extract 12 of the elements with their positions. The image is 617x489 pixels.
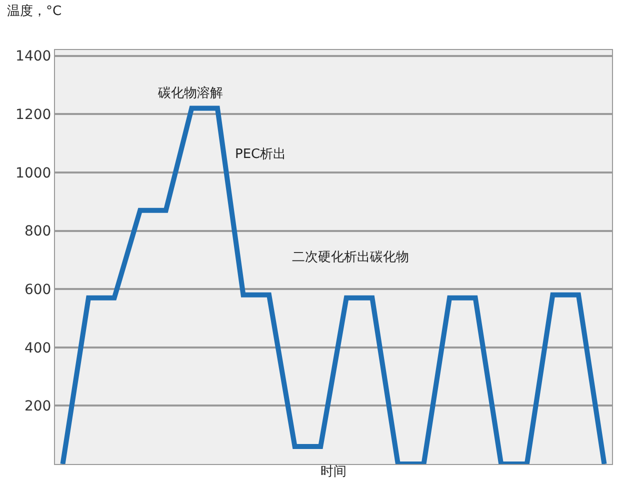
x-axis-title: 时间	[320, 464, 346, 480]
y-tick-label: 1400	[16, 48, 52, 65]
y-tick-label: 800	[24, 224, 52, 240]
y-tick-label: 400	[24, 340, 52, 356]
y-tick-label: 600	[24, 282, 52, 298]
y-tick-label: 200	[24, 398, 52, 415]
annotation: 二次硬化析出碳化物	[292, 250, 409, 265]
annotation: PEC析出	[235, 147, 286, 162]
annotation: 碳化物溶解	[157, 85, 223, 101]
y-tick-label: 1000	[16, 165, 52, 182]
y-axis-title: 温度，°C	[7, 3, 62, 19]
y-tick-label: 1200	[16, 107, 52, 124]
